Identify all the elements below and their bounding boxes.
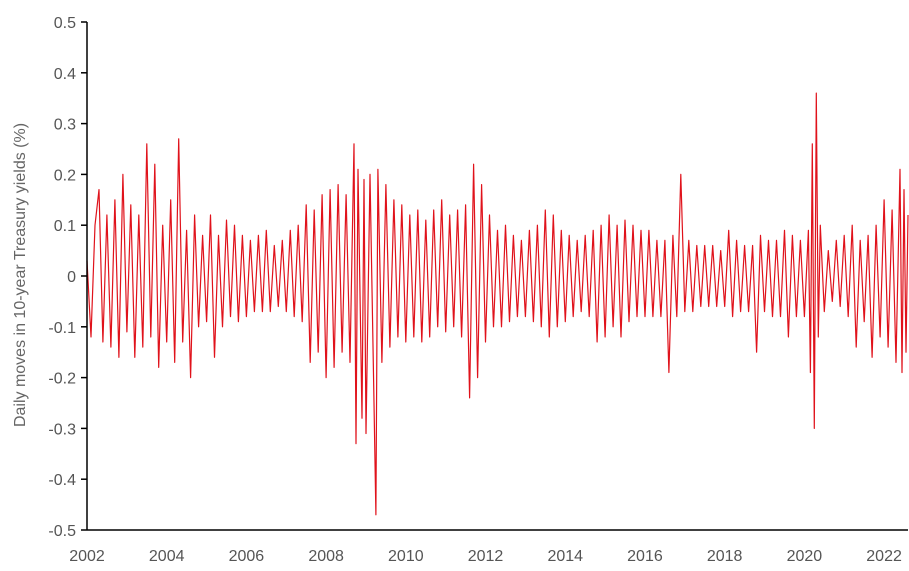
y-axis-ticks: 0.5 0.4 0.3 0.2 0.1 0 -0.1 -0.2 -0.3 -0.4 -0.5 [48,15,87,540]
y-tick-label: -0.5 [48,523,76,540]
x-tick-label: 2014 [547,548,583,565]
x-tick-label: 2010 [388,548,424,565]
x-tick-label: 2008 [308,548,344,565]
y-tick-label: 0 [67,269,76,286]
y-tick-label: 0.1 [54,218,76,235]
y-tick-label: 0.3 [54,117,76,134]
y-tick-label: 0.4 [54,66,76,83]
x-tick-label: 2018 [707,548,743,565]
y-tick-label: -0.3 [48,421,76,438]
x-tick-label: 2004 [149,548,185,565]
y-tick-label: -0.4 [48,472,76,489]
x-axis-ticks: 2002 2004 2006 2008 2010 2012 2014 2016 2018 2020… [69,548,902,565]
y-tick-label: -0.1 [48,320,76,337]
x-tick-label: 2022 [866,548,902,565]
x-tick-label: 2002 [69,548,105,565]
x-tick-label: 2016 [627,548,663,565]
y-axis-title: Daily moves in 10-year Treasury yields (… [12,123,29,427]
x-tick-label: 2020 [787,548,823,565]
x-tick-label: 2012 [468,548,504,565]
x-tick-label: 2006 [229,548,265,565]
y-tick-label: 0.2 [54,167,76,184]
y-tick-label: 0.5 [54,15,76,32]
series-line [86,92,909,516]
y-tick-label: -0.2 [48,371,76,388]
